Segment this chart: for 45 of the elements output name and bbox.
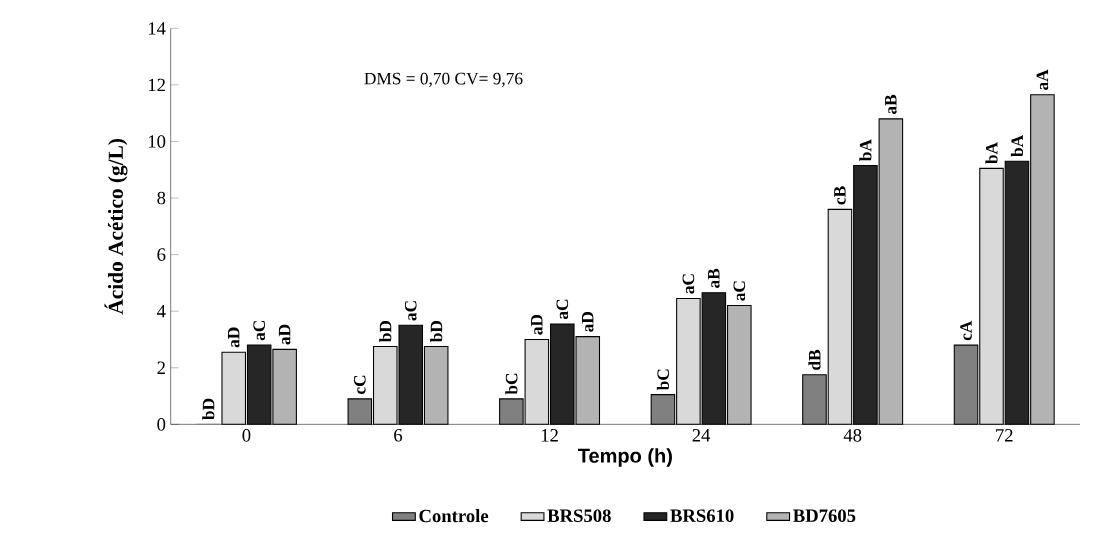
- data-label: bA: [859, 139, 872, 162]
- data-label: aD: [581, 312, 594, 332]
- x-tick-label: 6: [394, 429, 403, 442]
- data-label: bD: [379, 320, 392, 343]
- y-axis-title: Ácido Acético (g/L): [104, 139, 128, 315]
- legend-label: BD7605: [793, 509, 856, 522]
- data-label: bA: [985, 142, 998, 164]
- data-label: aC: [682, 274, 695, 294]
- x-tick-label: 24: [692, 429, 711, 442]
- data-label: aD: [278, 324, 291, 345]
- x-axis-title: Tempo (h): [577, 448, 672, 467]
- y-tick-label: 4: [156, 305, 166, 318]
- data-label: aD: [531, 314, 543, 335]
- x-tick-label: 0: [242, 429, 251, 442]
- data-label: bC: [656, 369, 670, 391]
- data-label: aB: [885, 94, 897, 115]
- data-label: aA: [1036, 69, 1049, 90]
- y-tick-label: 6: [157, 248, 166, 261]
- data-label: cA: [960, 320, 972, 341]
- legend-label: BRS508: [547, 509, 611, 522]
- data-label: aC: [733, 281, 746, 301]
- y-tick-label: 14: [148, 22, 166, 35]
- data-label: cC: [353, 375, 366, 395]
- data-label: aC: [404, 301, 417, 321]
- legend-label: BRS610: [670, 509, 734, 522]
- y-tick-label: 8: [157, 191, 166, 205]
- legend-label: Controle: [419, 509, 489, 523]
- x-tick-label: 48: [843, 429, 862, 442]
- data-label: bD: [430, 320, 443, 343]
- y-tick-label: 2: [157, 361, 165, 374]
- x-tick-label: 12: [541, 429, 558, 442]
- data-label: cB: [834, 186, 846, 205]
- data-label: aB: [708, 268, 720, 288]
- data-label: aC: [556, 299, 569, 320]
- data-label: aD: [227, 327, 240, 348]
- y-tick-label: 0: [157, 418, 166, 431]
- data-label: bA: [1010, 134, 1024, 157]
- data-label: bC: [505, 373, 518, 395]
- data-label: aC: [253, 320, 265, 341]
- y-tick-label: 12: [148, 78, 165, 92]
- annotation: DMS = 0,70 CV= 9,76: [364, 72, 523, 87]
- annotation: bD: [202, 398, 215, 420]
- x-tick-label: 72: [996, 429, 1013, 442]
- y-tick-label: 10: [148, 135, 166, 148]
- data-label: dB: [808, 349, 821, 370]
